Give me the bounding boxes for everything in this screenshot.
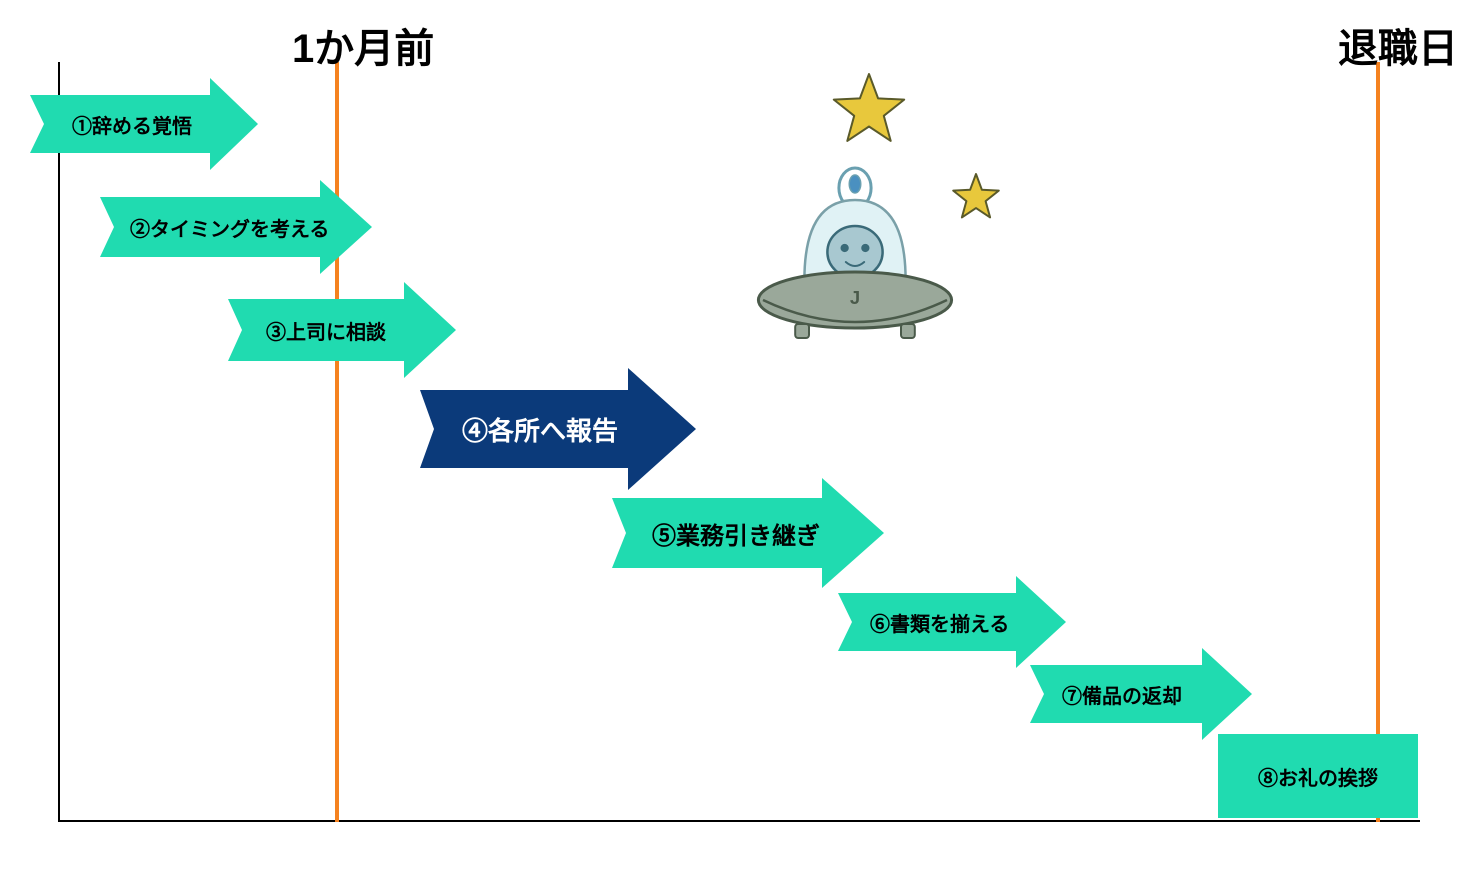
step-arrow-5: ⑤業務引き継ぎ — [612, 478, 884, 588]
step-arrow-4: ④各所へ報告 — [420, 368, 696, 490]
step-label-3: ③上司に相談 — [266, 282, 386, 378]
step-rect-8: ⑧お礼の挨拶 — [1218, 734, 1418, 818]
step-label-8: ⑧お礼の挨拶 — [1258, 762, 1378, 791]
step-label-7: ⑦備品の返却 — [1062, 648, 1182, 740]
axis-horizontal — [58, 820, 1420, 822]
marker-label-1: 退職日 — [1338, 16, 1458, 74]
step-label-2: ②タイミングを考える — [130, 180, 329, 274]
star-large-icon — [830, 72, 908, 155]
step-arrow-7: ⑦備品の返却 — [1030, 648, 1252, 740]
mascot-ufo-icon: J — [740, 160, 970, 365]
step-label-5: ⑤業務引き継ぎ — [652, 478, 820, 588]
step-arrow-1: ①辞める覚悟 — [30, 78, 258, 170]
step-arrow-2: ②タイミングを考える — [100, 180, 372, 274]
marker-line-0 — [335, 62, 339, 822]
marker-line-1 — [1376, 62, 1380, 822]
axis-vertical — [58, 62, 60, 820]
step-arrow-3: ③上司に相談 — [228, 282, 456, 378]
step-label-1: ①辞める覚悟 — [72, 78, 192, 170]
step-label-4: ④各所へ報告 — [462, 368, 618, 490]
svg-text:J: J — [850, 287, 860, 308]
marker-label-0: 1か月前 — [292, 16, 434, 74]
step-label-6: ⑥書類を揃える — [870, 576, 1009, 668]
